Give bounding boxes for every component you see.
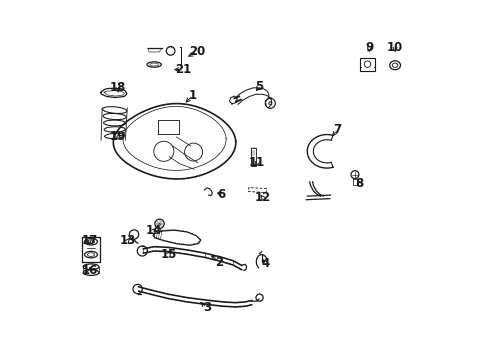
- Text: 13: 13: [120, 234, 136, 247]
- Text: 11: 11: [248, 156, 264, 169]
- Text: 5: 5: [254, 80, 263, 93]
- Text: 7: 7: [332, 123, 341, 136]
- Text: 16: 16: [81, 264, 98, 277]
- Text: 21: 21: [174, 63, 190, 76]
- Text: 19: 19: [110, 130, 126, 144]
- Text: 6: 6: [217, 188, 225, 201]
- Text: 1: 1: [188, 89, 196, 102]
- Text: 4: 4: [262, 257, 269, 270]
- Text: 10: 10: [386, 41, 403, 54]
- Text: 2: 2: [215, 256, 223, 269]
- Text: 18: 18: [110, 81, 126, 94]
- Text: 3: 3: [203, 301, 210, 314]
- Text: 12: 12: [255, 192, 271, 204]
- Text: 9: 9: [365, 41, 373, 54]
- Text: 15: 15: [160, 248, 176, 261]
- Text: 8: 8: [354, 177, 363, 190]
- Text: 17: 17: [81, 234, 98, 247]
- Text: 20: 20: [189, 45, 205, 58]
- Text: 14: 14: [145, 224, 162, 237]
